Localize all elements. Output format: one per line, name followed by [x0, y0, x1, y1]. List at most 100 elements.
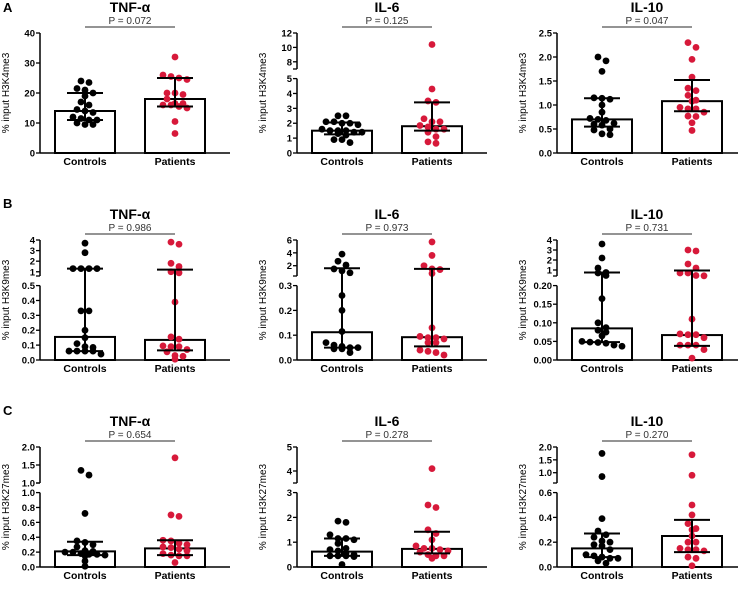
y-tick-label: 0.3 [279, 281, 292, 292]
data-point [167, 333, 175, 341]
y-axis-label: % input H3K27me3 [1, 463, 12, 550]
data-point [183, 541, 191, 549]
data-point [594, 116, 602, 123]
data-point [594, 326, 602, 334]
y-tick-label: 0.8 [22, 503, 35, 514]
data-point [326, 127, 334, 135]
data-point [175, 513, 183, 520]
y-axis-label: % input H3K9me3 [1, 259, 12, 340]
data-point [175, 240, 183, 248]
data-point [688, 562, 696, 570]
data-point [81, 239, 89, 247]
p-value-label: P = 0.278 [366, 430, 409, 441]
data-point [688, 511, 696, 519]
data-point [171, 454, 179, 462]
y-tick-label: 2 [287, 261, 292, 272]
data-point [688, 127, 696, 134]
data-point [85, 307, 93, 315]
y-tick-label: 5 [287, 74, 293, 85]
data-point [338, 561, 346, 568]
data-point [428, 465, 436, 472]
data-point [428, 85, 436, 93]
data-point [342, 518, 350, 526]
data-point [684, 246, 692, 254]
data-point [432, 349, 440, 356]
data-point [326, 546, 334, 554]
data-point [85, 101, 93, 109]
data-point [436, 118, 444, 126]
data-point [322, 339, 330, 347]
y-tick-label: 0.2 [22, 548, 35, 559]
data-point [358, 128, 366, 136]
data-point [432, 339, 440, 347]
data-point [334, 540, 342, 547]
data-point [342, 261, 350, 269]
y-tick-label: 3 [547, 246, 552, 257]
data-point [346, 349, 354, 356]
chart-title: IL-10 [631, 206, 664, 222]
data-point [101, 551, 109, 559]
panel-label-b: B [3, 196, 13, 211]
data-point [598, 254, 606, 262]
y-tick-label: 0.0 [22, 563, 35, 574]
data-point [175, 263, 183, 270]
data-point [684, 538, 692, 546]
y-tick-label: 0.4 [22, 533, 36, 544]
data-point [614, 554, 622, 562]
data-point [81, 121, 89, 128]
y-tick-label: 3 [30, 246, 35, 257]
data-point [700, 272, 708, 280]
data-point [334, 547, 342, 555]
chart-panel: IL-10P = 0.731 % input H3K9me3 0.00 0.05 0.1… [518, 206, 738, 375]
data-point [700, 334, 708, 342]
data-point [586, 115, 594, 122]
x-category-label: Controls [580, 570, 623, 582]
chart-title: TNF-α [110, 206, 151, 222]
chart-title: TNF-α [110, 413, 151, 429]
x-category-label: Patients [155, 363, 196, 375]
data-point [89, 541, 97, 549]
data-point [432, 334, 440, 342]
y-tick-label: 1.0 [22, 479, 35, 490]
chart-panel: TNF-αP = 0.654 % input H3K27me3 0.0 0.2 0.4 0… [1, 413, 230, 582]
p-value-label: P = 0.986 [109, 223, 152, 234]
x-category-label: Controls [320, 570, 363, 582]
y-tick-label: 8 [287, 57, 292, 68]
x-category-label: Patients [412, 570, 453, 582]
data-point [436, 546, 444, 554]
data-point [688, 119, 696, 127]
data-point [598, 473, 606, 480]
data-point [424, 501, 432, 509]
y-tick-label: 4 [547, 236, 553, 247]
data-point [81, 557, 89, 565]
chart-panel: TNF-αP = 0.986 % input H3K9me3 0.0 0.1 0.2 0.… [1, 206, 230, 375]
median-bar [54, 110, 116, 154]
data-point [700, 346, 708, 353]
median-bar [144, 98, 206, 154]
y-tick-label: 6 [287, 236, 292, 247]
data-point [69, 113, 77, 121]
data-point [342, 112, 350, 120]
y-axis-label: % input H3K4me3 [258, 52, 269, 133]
y-tick-label: 2 [287, 513, 292, 524]
y-tick-label: 1 [30, 267, 36, 278]
y-tick-label: 1.5 [539, 455, 553, 466]
y-axis-label: % input H3K9me3 [518, 259, 529, 340]
data-point [73, 106, 81, 113]
y-tick-label: 0 [287, 563, 292, 574]
y-tick-label: 0.0 [539, 149, 552, 160]
y-tick-label: 0.05 [534, 337, 553, 348]
y-tick-label: 0.5 [539, 125, 553, 136]
p-value-label: P = 0.072 [109, 16, 152, 27]
data-point [692, 247, 700, 255]
data-point [167, 544, 175, 552]
x-category-label: Controls [580, 363, 623, 375]
y-tick-label: 1.0 [539, 101, 552, 112]
data-point [167, 343, 175, 351]
data-point [594, 557, 602, 565]
data-point [171, 118, 179, 125]
data-point [159, 543, 167, 551]
y-tick-label: 0.00 [534, 356, 553, 367]
p-value-label: P = 0.270 [626, 430, 669, 441]
data-point [416, 122, 424, 129]
